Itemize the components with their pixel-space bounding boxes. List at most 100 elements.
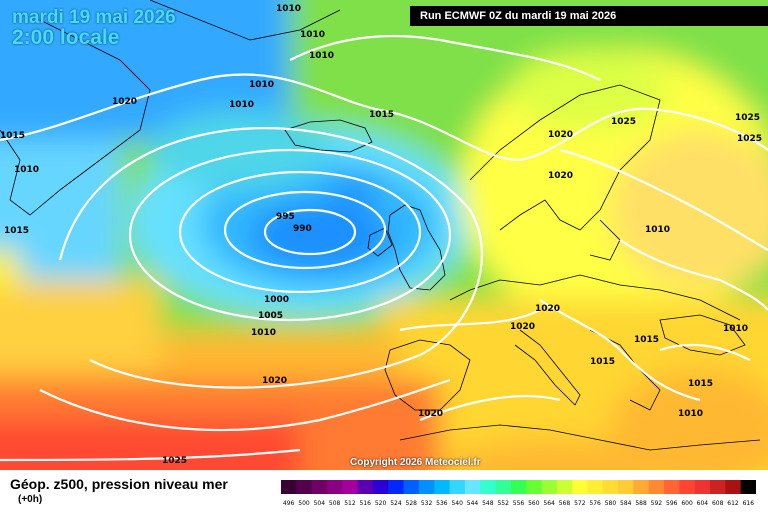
date-label: mardi 19 mai 2026 <box>12 7 176 28</box>
colorbar-tick-label: 604 <box>697 500 709 507</box>
colorbar-swatch <box>342 480 359 494</box>
colorbar-tick-label: 544 <box>467 500 479 507</box>
isobar-label: 1020 <box>112 97 137 107</box>
colorbar-tick-label: 612 <box>727 500 739 507</box>
isobar-label: 1015 <box>0 131 25 141</box>
isobar-label: 1015 <box>634 335 659 345</box>
colorbar-tick-label: 560 <box>528 500 540 507</box>
colorbar-swatch <box>418 480 435 494</box>
colorbar-tick-label: 584 <box>620 500 632 507</box>
isobar-label: 1010 <box>251 328 276 338</box>
colorbar-swatch <box>710 480 726 494</box>
isobar-label: 1020 <box>535 304 560 314</box>
colorbar-swatch <box>464 480 481 494</box>
legend-subtitle: (+0h) <box>18 494 43 505</box>
colorbar-swatch <box>326 480 343 494</box>
colorbar-tick-label: 568 <box>559 500 571 507</box>
colorbar-swatch <box>618 480 634 494</box>
isobar-labels: 1010 1010 1010 1020 1010 1010 1015 1015 … <box>0 4 762 466</box>
colorbar-swatch <box>664 480 680 494</box>
coastlines <box>0 0 761 451</box>
colorbar-tick-label: 552 <box>497 500 509 507</box>
isobar-label: 1010 <box>645 225 670 235</box>
colorbar-swatch <box>541 480 558 494</box>
colorbar-swatch <box>526 480 542 494</box>
colorbar-swatch <box>311 480 328 494</box>
isobar-label: 1010 <box>276 4 301 14</box>
colorbar-tick-label: 516 <box>360 500 372 507</box>
colorbar-swatch <box>725 480 742 494</box>
isobar-label: 1015 <box>688 379 713 389</box>
colorbar-tick-label: 588 <box>635 500 647 507</box>
colorbar-swatch <box>449 480 466 494</box>
colorbar-swatch <box>510 480 527 494</box>
isobar-label: 1025 <box>162 456 187 466</box>
colorbar-tick-label: 616 <box>743 500 755 507</box>
isobar-label: 1020 <box>262 376 287 386</box>
colorbar-tick-label: 504 <box>314 500 326 507</box>
colorbar-swatch <box>372 480 389 494</box>
isobar-label: 1010 <box>14 165 39 175</box>
colorbar-swatch <box>587 480 604 494</box>
colorbar-swatch <box>740 480 756 494</box>
map-title: mardi 19 mai 2026 2:00 locale <box>12 7 176 49</box>
colorbar-swatch <box>434 480 451 494</box>
colorbar-swatch <box>648 480 665 494</box>
colorbar-tick-label: 536 <box>436 500 448 507</box>
colorbar-tick-label: 572 <box>574 500 586 507</box>
colorbar-tick-label: 528 <box>406 500 418 507</box>
isobar-label: 1010 <box>723 324 748 334</box>
isobar-label: 1015 <box>590 357 615 367</box>
colorbar-tick-label: 596 <box>666 500 678 507</box>
isobar-label: 1010 <box>309 51 334 61</box>
time-label: 2:00 locale <box>12 26 120 49</box>
color-scale-bar: 496 500 504 508 512 516 520 524 528 532 536 540 544 5… <box>281 480 756 507</box>
colorbar-tick-label: 508 <box>329 500 341 507</box>
colorbar-swatch <box>388 480 405 494</box>
colorbar-tick-label: 512 <box>344 500 356 507</box>
colorbar-swatch <box>281 480 297 494</box>
colorbar-tick-label: 524 <box>390 500 402 507</box>
colorbar-tick-label: 576 <box>589 500 601 507</box>
isobar-label: 990 <box>293 224 312 234</box>
isobar-label: 1010 <box>300 30 325 40</box>
colorbar-tick-label: 532 <box>421 500 433 507</box>
colorbar-swatch <box>357 480 374 494</box>
isobar-label: 1015 <box>369 110 394 120</box>
colorbar-tick-label: 608 <box>712 500 724 507</box>
colorbar-tick-label: 520 <box>375 500 387 507</box>
isobar-label: 1020 <box>548 130 573 140</box>
isobar-label: 1020 <box>510 322 535 332</box>
isobar-label: 1010 <box>678 409 703 419</box>
colorbar-swatch <box>679 480 696 494</box>
legend-title: Géop. z500, pression niveau mer <box>10 476 228 492</box>
isobar-label: 1010 <box>229 100 254 110</box>
isobar-label: 1025 <box>611 117 636 127</box>
colorbar-tick-label: 548 <box>482 500 494 507</box>
isobar-label: 1000 <box>264 295 289 305</box>
colorbar-tick-label: 500 <box>298 500 310 507</box>
isobar-label: 1025 <box>737 134 762 144</box>
colorbar-tick-label: 564 <box>543 500 555 507</box>
colorbar-tick-label: 540 <box>451 500 463 507</box>
isobar-label: 1010 <box>249 80 274 90</box>
colorbar-swatch <box>602 480 619 494</box>
isobar-label: 1020 <box>548 171 573 181</box>
isobar-label: 1025 <box>735 113 760 123</box>
colorbar-tick-label: 592 <box>651 500 663 507</box>
colorbar-swatch <box>556 480 573 494</box>
weather-map: 1010 1010 1010 1020 1010 1010 1015 1015 … <box>0 0 768 470</box>
isobar-label: 1020 <box>418 409 443 419</box>
colorbar-tick-label: 600 <box>681 500 693 507</box>
isobar-label: 995 <box>276 212 295 222</box>
isobars <box>0 35 768 462</box>
isobar-label: 1005 <box>258 311 283 321</box>
colorbar-swatch <box>403 480 420 494</box>
copyright-label: Copyright 2026 Meteociel.fr <box>350 457 481 468</box>
colorbar-tick-label: 496 <box>283 500 295 507</box>
colorbar-swatch <box>633 480 650 494</box>
geopotential-field <box>0 0 768 470</box>
colorbar-tick-label: 580 <box>605 500 617 507</box>
colorbar-swatch <box>296 480 313 494</box>
colorbar-swatch <box>480 480 497 494</box>
